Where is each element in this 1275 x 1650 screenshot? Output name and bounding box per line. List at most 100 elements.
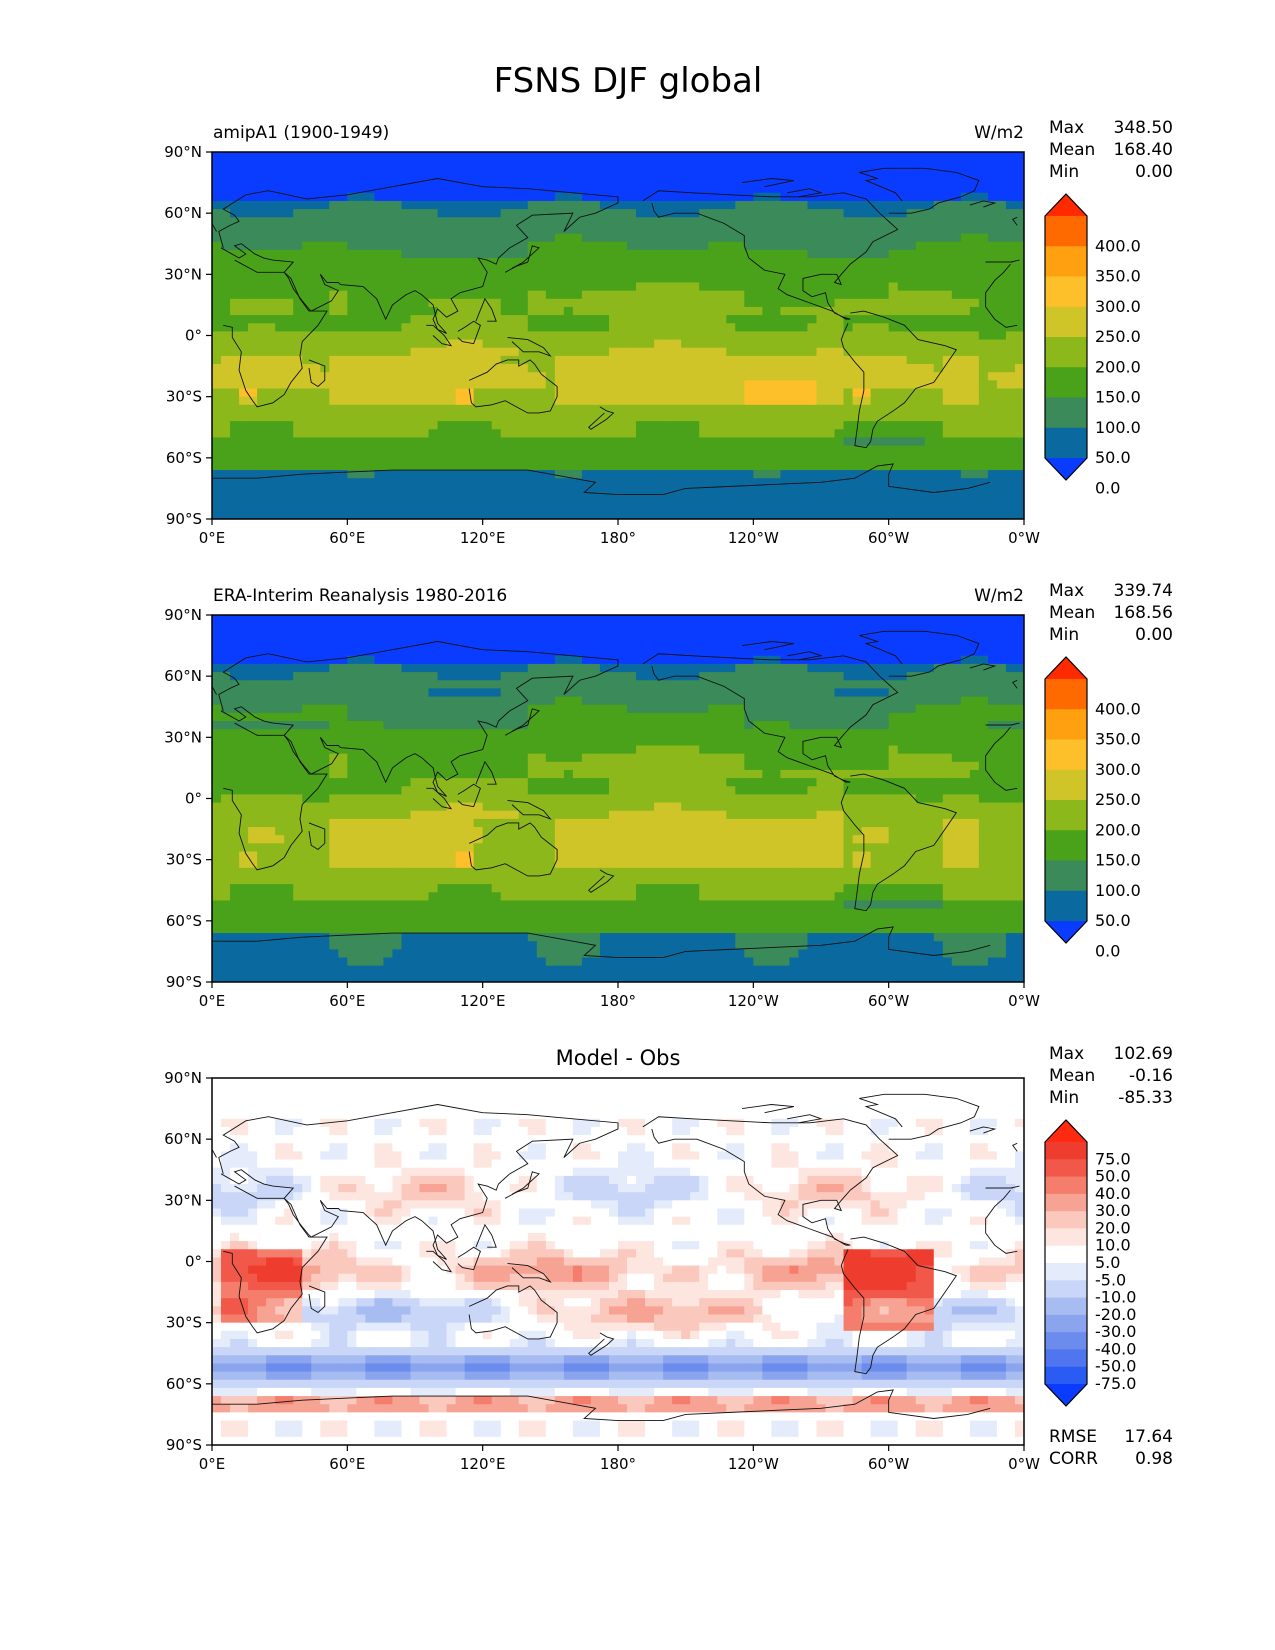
field-cell: [645, 388, 655, 398]
field-cell: [654, 655, 664, 665]
field-cell: [969, 306, 980, 316]
field-cell: [906, 445, 917, 455]
field-cell: [455, 331, 466, 341]
field-cell: [536, 680, 547, 689]
field-cell: [1005, 364, 1016, 373]
field-cell: [834, 233, 845, 243]
field-cell: [545, 445, 556, 455]
field-cell: [825, 355, 836, 365]
field-cell: [356, 461, 366, 471]
field-cell: [284, 388, 294, 398]
field-cell: [987, 655, 998, 665]
field-cell: [230, 615, 240, 624]
field-cell: [212, 355, 222, 365]
field-cell: [807, 631, 818, 641]
field-cell: [1005, 168, 1016, 178]
field-cell: [960, 339, 971, 349]
field-cell: [645, 241, 655, 251]
field-cell: [437, 486, 448, 496]
field-cell: [861, 200, 872, 210]
field-cell: [717, 249, 727, 259]
field-cell: [392, 615, 403, 624]
field-cell: [681, 412, 691, 422]
field-cell: [852, 647, 863, 657]
field-cell: [347, 615, 357, 624]
field-cell: [816, 494, 827, 504]
field-cell: [482, 421, 493, 430]
field-cell: [257, 388, 267, 398]
field-cell: [690, 323, 700, 333]
field-cell: [906, 453, 917, 463]
field-cell: [762, 176, 772, 186]
field-cell: [410, 680, 421, 689]
field-cell: [500, 688, 511, 698]
field-cell: [473, 176, 484, 186]
field-cell: [807, 339, 818, 349]
field-cell: [599, 184, 610, 194]
field-cell: [699, 396, 709, 406]
field-cell: [861, 510, 872, 519]
field-cell: [374, 623, 385, 632]
field-cell: [753, 298, 763, 308]
field-cell: [888, 639, 899, 649]
field-cell: [428, 461, 439, 471]
field-cell: [572, 233, 583, 243]
field-cell: [843, 168, 854, 178]
field-cell: [744, 249, 754, 259]
field-cell: [266, 209, 276, 218]
field-cell: [428, 152, 439, 161]
field-cell: [410, 298, 421, 308]
field-cell: [401, 298, 412, 308]
field-cell: [969, 298, 980, 308]
field-cell: [960, 290, 971, 300]
field-cell: [654, 160, 664, 169]
field-cell: [861, 274, 872, 284]
field-cell: [771, 672, 781, 681]
field-cell: [960, 647, 971, 657]
field-cell: [455, 445, 466, 455]
field-cell: [744, 331, 754, 341]
field-cell: [509, 290, 520, 300]
field-cell: [978, 486, 989, 496]
field-cell: [717, 429, 727, 439]
field-cell: [816, 655, 827, 665]
field-cell: [762, 631, 772, 641]
field-cell: [257, 200, 267, 210]
field-cell: [455, 209, 466, 218]
field-cell: [798, 209, 809, 218]
field-cell: [717, 615, 727, 624]
field-cell: [581, 184, 592, 194]
field-cell: [663, 510, 673, 519]
field-cell: [590, 396, 601, 406]
field-cell: [663, 421, 673, 430]
field-cell: [581, 478, 592, 487]
field-cell: [581, 282, 592, 292]
field-cell: [419, 453, 430, 463]
field-cell: [356, 478, 366, 487]
field-cell: [825, 176, 836, 186]
field-cell: [879, 615, 890, 624]
field-cell: [230, 510, 240, 519]
field-cell: [338, 168, 348, 178]
field-cell: [545, 282, 556, 292]
field-cell: [807, 306, 818, 316]
field-cell: [996, 510, 1007, 519]
field-cell: [942, 421, 953, 430]
field-cell: [491, 639, 502, 649]
field-cell: [618, 339, 628, 349]
field-cell: [221, 412, 231, 422]
field-cell: [590, 200, 601, 210]
field-cell: [212, 672, 222, 681]
field-cell: [663, 478, 673, 487]
field-cell: [924, 437, 935, 447]
field-cell: [897, 225, 908, 235]
field-cell: [365, 639, 375, 649]
field-cell: [545, 372, 556, 381]
field-cell: [419, 461, 430, 471]
field-cell: [572, 168, 583, 178]
field-cell: [536, 429, 547, 439]
field-cell: [356, 380, 366, 390]
field-cell: [825, 266, 836, 275]
field-cell: [744, 631, 754, 641]
field-cell: [798, 217, 809, 226]
